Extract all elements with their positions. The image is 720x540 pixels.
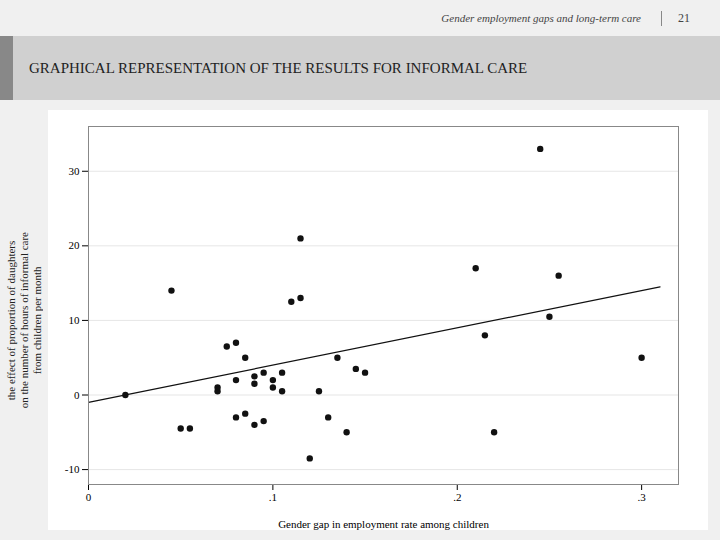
svg-text:-10: -10 — [65, 463, 80, 475]
html-text:GRAPHICAL REPRESENTATION OF TH: GRAPHICAL REPRESENTATION OF THE RESULTS … — [29, 59, 528, 76]
svg-text:Gender gap in employment rate: Gender gap in employment rate among chil… — [278, 518, 489, 530]
svg-text:.2: .2 — [453, 491, 461, 503]
svg-text:.3: .3 — [638, 491, 647, 503]
html-text:21: 21 — [678, 10, 690, 25]
svg-text:30: 30 — [69, 165, 81, 177]
svg-text:10: 10 — [69, 314, 81, 326]
svg-text:0: 0 — [74, 389, 80, 401]
svg-text:0: 0 — [86, 491, 92, 503]
svg-text:20: 20 — [69, 239, 81, 251]
svg-text:.1: .1 — [269, 491, 277, 503]
html-text:the effect of proportion of da: the effect of proportion of daughters on… — [4, 231, 43, 409]
html-text:Gender employment gaps and lon: Gender employment gaps and long-term car… — [441, 12, 641, 24]
